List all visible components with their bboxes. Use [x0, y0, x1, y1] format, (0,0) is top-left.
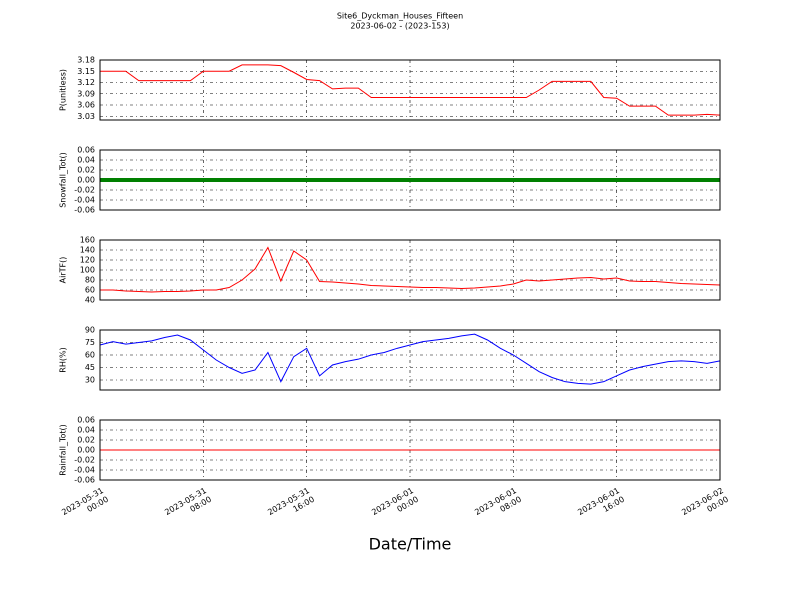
- y-tick-label: -0.04: [74, 466, 95, 475]
- y-tick-label: 0.02: [77, 166, 95, 175]
- y-tick-label: 0.00: [77, 176, 95, 185]
- axes-frame: [99, 59, 721, 121]
- y-axis-label: AirTF(): [59, 257, 68, 284]
- y-tick-label: 40: [85, 296, 95, 305]
- y-axis-label: Rainfall_Tot(): [59, 424, 68, 476]
- y-tick-label: 0.04: [77, 156, 95, 165]
- axes-frame: [99, 329, 721, 391]
- y-tick-label: 90: [85, 326, 95, 335]
- y-tick-label: 75: [85, 338, 95, 347]
- y-axis-label: P(unitless): [59, 69, 68, 111]
- chart-subtitle: 2023-06-02 - (2023-153): [350, 22, 449, 31]
- y-tick-label: -0.04: [74, 196, 95, 205]
- y-tick-label: 60: [85, 351, 95, 360]
- y-tick-label: 160: [80, 236, 95, 245]
- y-tick-label: 3.15: [77, 67, 95, 76]
- y-tick-label: 3.06: [77, 101, 95, 110]
- y-axis-label: RH(%): [59, 347, 68, 372]
- y-tick-label: 120: [80, 256, 95, 265]
- y-tick-label: 45: [85, 363, 95, 372]
- y-tick-label: -0.02: [74, 186, 95, 195]
- data-line: [100, 246, 721, 293]
- y-tick-label: 100: [80, 266, 95, 275]
- y-tick-label: 3.03: [77, 112, 95, 121]
- y-tick-label: 0.06: [77, 416, 95, 425]
- x-axis-label: Date/Time: [369, 535, 452, 554]
- y-tick-label: 30: [85, 376, 95, 385]
- y-tick-label: 140: [80, 246, 95, 255]
- y-tick-label: 0.00: [77, 446, 95, 455]
- y-tick-label: 60: [85, 286, 95, 295]
- axes-frame: [99, 239, 721, 301]
- y-tick-label: 0.02: [77, 436, 95, 445]
- y-tick-label: 80: [85, 276, 95, 285]
- y-tick-label: 0.04: [77, 426, 95, 435]
- data-line: [99, 333, 721, 385]
- data-line: [100, 64, 721, 116]
- y-tick-label: -0.06: [74, 206, 95, 215]
- axes-frame: [99, 149, 721, 211]
- y-axis-label: Snowfall_Tot(): [59, 152, 68, 208]
- axes-frame: [99, 419, 721, 481]
- y-tick-label: -0.06: [74, 476, 95, 485]
- y-tick-label: 0.06: [77, 146, 95, 155]
- y-tick-label: 3.12: [77, 78, 95, 87]
- y-tick-label: -0.02: [74, 456, 95, 465]
- y-tick-label: 3.18: [77, 56, 95, 65]
- y-tick-label: 3.09: [77, 89, 95, 98]
- chart-title: Site6_Dyckman_Houses_Fifteen: [337, 12, 463, 21]
